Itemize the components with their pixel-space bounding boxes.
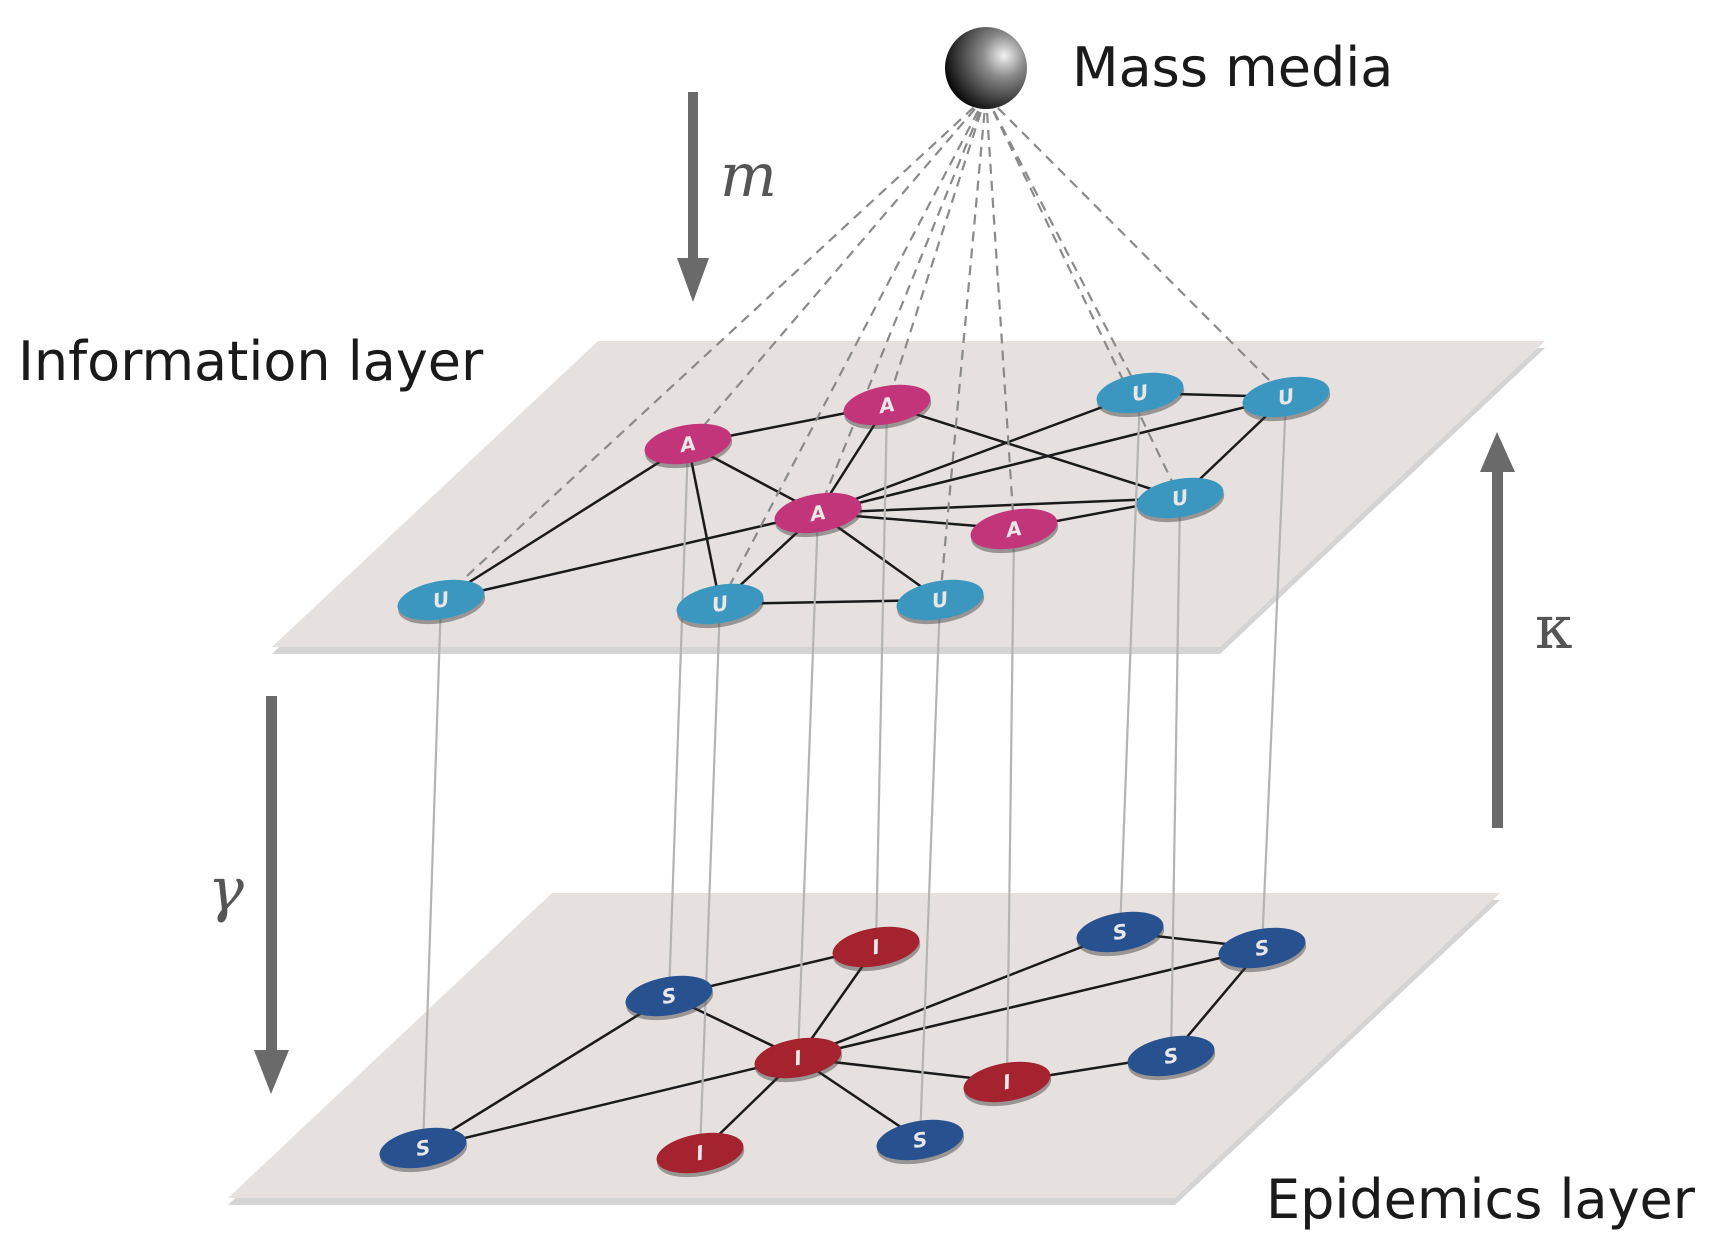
epidemics-node-label: S bbox=[1111, 919, 1129, 945]
inter-layer-link bbox=[667, 443, 690, 997]
epidemics-node: I bbox=[963, 1061, 1052, 1107]
gamma-symbol: γ bbox=[208, 855, 244, 925]
epidemics-node-label: S bbox=[660, 983, 678, 1009]
information-node-label: U bbox=[431, 587, 451, 613]
mass-media-link bbox=[984, 95, 1016, 530]
information-node-label: A bbox=[806, 500, 827, 527]
epidemics-node-label: S bbox=[414, 1135, 432, 1161]
epidemics-nodes: S I I I S I S S S S bbox=[379, 911, 1307, 1178]
inter-layer-link bbox=[874, 404, 889, 948]
information-node-label: U bbox=[710, 591, 730, 617]
mass-media-link bbox=[885, 95, 988, 406]
arrow-m bbox=[677, 92, 709, 302]
epidemics-node-label: S bbox=[1253, 935, 1271, 961]
inter-layer-link bbox=[918, 599, 942, 1141]
information-node: A bbox=[774, 492, 863, 538]
mass-media-label: Mass media bbox=[1072, 36, 1393, 99]
information-node: U bbox=[1136, 477, 1225, 523]
information-node-label: U bbox=[1276, 384, 1296, 410]
mass-media-link bbox=[985, 95, 1287, 398]
information-layer-label: Information layer bbox=[18, 330, 484, 393]
information-node: A bbox=[644, 423, 733, 469]
kappa-symbol: κ bbox=[1535, 593, 1573, 663]
arrow-gamma bbox=[254, 696, 289, 1094]
information-node: U bbox=[1242, 376, 1331, 422]
mass-media-link bbox=[719, 95, 987, 605]
mass-media-link bbox=[687, 95, 987, 445]
inter-layer-link bbox=[1118, 392, 1142, 933]
information-node: U bbox=[676, 583, 765, 629]
epidemics-node: S bbox=[1218, 927, 1307, 973]
inter-layer-link bbox=[1005, 528, 1016, 1083]
arrow-kappa bbox=[1480, 432, 1515, 828]
epidemics-node: S bbox=[1076, 911, 1165, 957]
information-node: U bbox=[397, 579, 486, 625]
inter-layer-link bbox=[796, 512, 820, 1059]
mass-media-link bbox=[440, 95, 987, 601]
inter-layer-link bbox=[421, 599, 443, 1149]
inter-layer-link bbox=[1169, 497, 1182, 1057]
information-node-label: A bbox=[1002, 516, 1023, 543]
information-node: A bbox=[970, 508, 1059, 554]
epidemics-node-label: S bbox=[1162, 1043, 1180, 1069]
epidemics-node: S bbox=[876, 1119, 965, 1165]
mass-media-link bbox=[816, 95, 988, 514]
information-plane bbox=[272, 341, 1545, 654]
mass-media-link bbox=[985, 95, 1141, 394]
mass-media-link bbox=[985, 95, 1181, 499]
epidemics-node-label: S bbox=[911, 1127, 929, 1153]
epidemics-node: S bbox=[1127, 1035, 1216, 1081]
epidemics-node: I bbox=[656, 1132, 745, 1178]
epidemics-plane bbox=[228, 893, 1500, 1205]
epidemics-layer-label: Epidemics layer bbox=[1266, 1168, 1696, 1231]
information-node-label: A bbox=[875, 392, 896, 419]
epidemics-node: S bbox=[379, 1127, 468, 1173]
information-node-label: A bbox=[676, 431, 697, 458]
information-node-label: U bbox=[1130, 380, 1150, 406]
information-node: U bbox=[1096, 372, 1185, 418]
information-nodes: A A A A U U U U U U bbox=[397, 372, 1331, 629]
epidemics-node: I bbox=[754, 1037, 843, 1083]
inter-layer-link bbox=[1260, 396, 1288, 949]
m-symbol: m bbox=[720, 141, 777, 211]
information-node-label: U bbox=[930, 587, 950, 613]
information-node: U bbox=[896, 579, 985, 625]
mass-media-links bbox=[440, 95, 1287, 605]
epidemics-node: I bbox=[832, 926, 921, 972]
epidemics-node: S bbox=[625, 975, 714, 1021]
inter-layer-link bbox=[698, 603, 722, 1154]
information-node-label: U bbox=[1170, 485, 1190, 511]
inter-layer-links bbox=[421, 392, 1288, 1154]
mass-media-sphere bbox=[945, 27, 1027, 109]
information-node: A bbox=[843, 384, 932, 430]
